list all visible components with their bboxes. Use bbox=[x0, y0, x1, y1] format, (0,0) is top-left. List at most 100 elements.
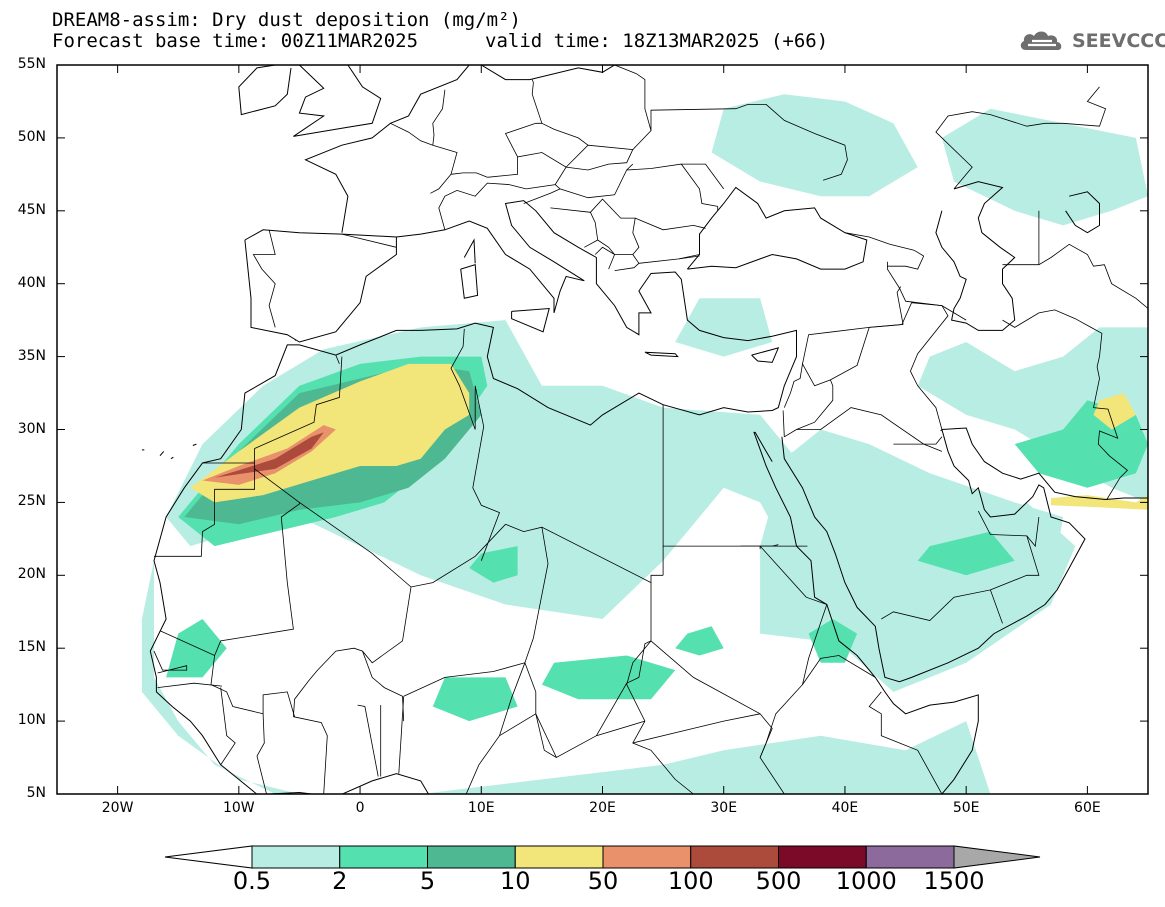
seevccc-logo: SEEVCCC bbox=[1018, 28, 1165, 54]
dust-region-level-1 bbox=[808, 619, 858, 663]
lat-tick-label: 15N bbox=[17, 639, 46, 656]
coastline-segment bbox=[644, 351, 679, 358]
border-segment bbox=[868, 691, 943, 794]
border-segment bbox=[293, 586, 412, 717]
lat-tick-label: 45N bbox=[17, 201, 46, 218]
border-segment bbox=[650, 104, 848, 181]
dust-region-level-1 bbox=[432, 677, 518, 722]
coastline-segment bbox=[751, 347, 780, 363]
lat-tick-label: 10N bbox=[17, 712, 46, 729]
border-segment bbox=[681, 163, 725, 190]
border-segment bbox=[554, 163, 634, 199]
border-segment bbox=[941, 305, 967, 321]
lon-tick-label: 10W bbox=[222, 800, 255, 816]
border-segment bbox=[632, 73, 652, 150]
coastline-segment bbox=[149, 200, 797, 794]
border-segment bbox=[565, 144, 634, 171]
dust-region-level-0 bbox=[675, 298, 773, 357]
border-segment bbox=[430, 172, 488, 194]
dust-region-level-0 bbox=[141, 560, 991, 794]
border-segment bbox=[524, 527, 557, 758]
coastline-segment bbox=[293, 65, 382, 137]
dust-region-level-1 bbox=[541, 655, 676, 700]
colorbar-label: 0.5 bbox=[232, 867, 272, 895]
border-segment bbox=[472, 385, 501, 561]
border-segment bbox=[157, 682, 222, 688]
border-segment bbox=[210, 655, 295, 717]
coastline-segment bbox=[304, 65, 470, 233]
coastline-segment bbox=[159, 451, 165, 457]
border-segment bbox=[535, 713, 646, 759]
dust-region-level-1 bbox=[675, 626, 724, 656]
border-segment bbox=[784, 379, 834, 438]
border-segment bbox=[783, 302, 949, 430]
border-segment bbox=[220, 687, 236, 766]
border-segment bbox=[335, 354, 340, 365]
cloud-logo-icon bbox=[1020, 31, 1062, 50]
border-segment bbox=[504, 82, 567, 190]
border-segment bbox=[450, 328, 476, 430]
border-segment bbox=[505, 523, 694, 794]
lat-tick-label: 55N bbox=[17, 56, 46, 72]
coastline-segment bbox=[192, 443, 197, 446]
border-segment bbox=[678, 255, 700, 260]
border-segment bbox=[1002, 309, 1128, 500]
border-segment bbox=[596, 640, 652, 736]
lat-tick-label: 20N bbox=[17, 566, 46, 583]
colorbar-label: 2 bbox=[332, 867, 348, 895]
coastline-segment bbox=[935, 181, 1016, 331]
dust-region-level-0 bbox=[941, 108, 1148, 226]
lon-tick-label: 20W bbox=[101, 800, 134, 816]
border-segment bbox=[390, 122, 458, 175]
border-segment bbox=[154, 463, 256, 557]
valid-time: valid time: 18Z13MAR2025 (+66) bbox=[485, 30, 829, 52]
border-segment bbox=[638, 254, 700, 264]
lon-tick-label: 40E bbox=[831, 800, 859, 816]
border-segment bbox=[1002, 243, 1148, 309]
border-segment bbox=[531, 79, 534, 83]
border-segment bbox=[662, 404, 808, 547]
border-segment bbox=[499, 713, 537, 737]
border-segment bbox=[256, 713, 267, 794]
colorbar-label: 5 bbox=[419, 867, 436, 895]
lon-tick-label: 30E bbox=[710, 800, 738, 816]
border-segment bbox=[590, 198, 640, 255]
border-segment bbox=[650, 640, 773, 758]
coastline-segment bbox=[170, 456, 174, 460]
dust-region-level-0 bbox=[711, 94, 918, 197]
coastline-segment bbox=[941, 427, 1148, 501]
dust-region-level-3 bbox=[1051, 495, 1148, 510]
border-segment bbox=[341, 233, 397, 248]
border-segment bbox=[893, 436, 943, 445]
colorbar-label: 10 bbox=[499, 867, 531, 895]
chart-title: DREAM8-assim: Dry dust deposition (mg/m²… bbox=[52, 9, 521, 31]
lat-tick-label: 25N bbox=[17, 493, 46, 510]
border-segment bbox=[881, 589, 1003, 624]
border-segment bbox=[844, 232, 924, 257]
border-segment bbox=[403, 662, 526, 697]
coastline-segment bbox=[244, 229, 397, 343]
border-segment bbox=[632, 713, 761, 744]
lon-tick-label: 10E bbox=[467, 800, 495, 816]
lat-tick-label: 35N bbox=[17, 347, 46, 364]
border-segment bbox=[626, 163, 718, 207]
border-segment bbox=[362, 650, 405, 722]
colorbar-label: 100 bbox=[667, 867, 714, 895]
coastline-segment bbox=[269, 773, 430, 794]
dust-region-level-5 bbox=[214, 432, 324, 478]
country-borders bbox=[153, 65, 1148, 794]
dust-region-level-4 bbox=[202, 425, 336, 485]
coastlines bbox=[141, 65, 1148, 794]
border-segment bbox=[782, 410, 785, 437]
coastline-segment bbox=[463, 238, 476, 264]
colorbar-label: 1000 bbox=[835, 867, 897, 895]
logo-text: SEEVCCC bbox=[1072, 30, 1165, 52]
dust-region-level-1 bbox=[917, 531, 1015, 576]
border-segment bbox=[438, 182, 527, 230]
coastline-segment bbox=[238, 65, 292, 116]
forecast-base-time: Forecast base time: 00Z11MAR2025 bbox=[52, 30, 419, 52]
coastline-segment bbox=[1065, 191, 1100, 234]
border-segment bbox=[252, 229, 276, 328]
colorbar-label: 50 bbox=[587, 867, 619, 895]
